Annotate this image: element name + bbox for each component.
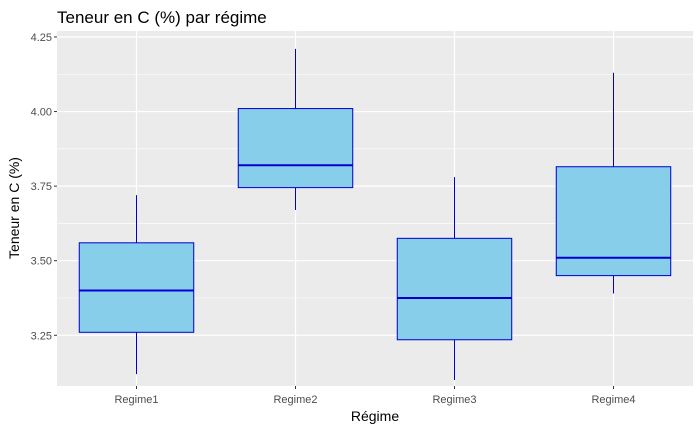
- y-axis: 3.25 3.50 3.75 4.00 4.25: [31, 32, 57, 342]
- y-tick-label: 3.25: [31, 330, 52, 342]
- x-tick-label: Regime1: [114, 394, 158, 406]
- x-axis-title: Régime: [351, 408, 399, 424]
- chart-title: Teneur en C (%) par régime: [57, 8, 267, 27]
- box-iqr: [237, 108, 354, 189]
- x-tick-label: Regime4: [591, 394, 635, 406]
- box-regime1: [78, 195, 195, 375]
- x-tick-label: Regime3: [432, 394, 476, 406]
- y-axis-title: Teneur en C (%): [6, 157, 22, 259]
- x-tick-label: Regime2: [273, 394, 317, 406]
- x-axis: Regime1 Regime2 Regime3 Regime4: [114, 386, 636, 406]
- y-tick-label: 3.50: [31, 256, 52, 268]
- box-iqr: [555, 166, 672, 277]
- box-regime4: [555, 72, 672, 294]
- y-tick-label: 3.75: [31, 181, 52, 193]
- box-iqr: [78, 242, 195, 333]
- y-tick-label: 4.00: [31, 107, 52, 119]
- box-regime3: [396, 177, 513, 381]
- box-iqr: [396, 237, 513, 341]
- box-group: [78, 48, 672, 381]
- box-regime2: [237, 48, 354, 210]
- y-tick-label: 4.25: [31, 32, 52, 44]
